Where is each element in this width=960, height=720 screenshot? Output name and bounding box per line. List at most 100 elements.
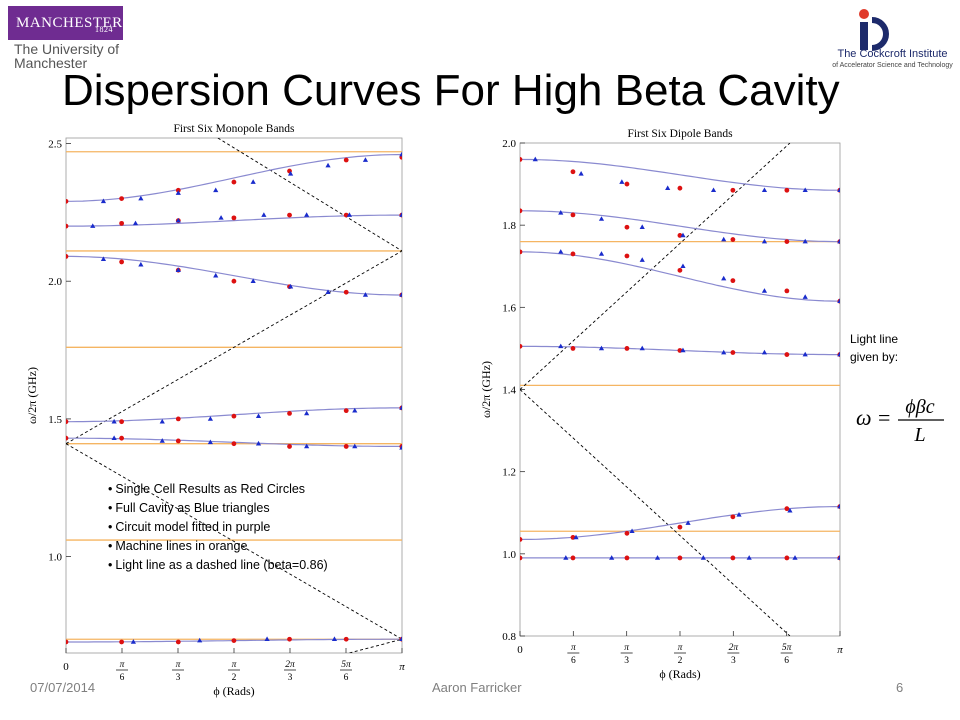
formula-denominator: L: [913, 424, 925, 446]
single-cell-point: [343, 289, 349, 295]
single-cell-point: [730, 555, 736, 561]
full-cavity-point: [218, 215, 224, 220]
full-cavity-point: [331, 636, 338, 642]
single-cell-point: [784, 506, 790, 512]
single-cell-point: [730, 187, 736, 193]
full-cavity-point: [558, 249, 564, 254]
legend-item-full-cavity: Full Cavity as Blue triangles: [108, 499, 328, 518]
legend-item-circuit-model: Circuit model fitted in purple: [108, 518, 328, 537]
single-cell-point: [520, 157, 523, 162]
single-cell-point: [66, 639, 69, 645]
x-tick-label-numerator: π: [120, 660, 125, 670]
y-tick-label: 1.6: [502, 302, 516, 314]
full-cavity-point: [399, 445, 402, 450]
full-cavity-point: [792, 555, 798, 560]
single-cell-point: [624, 224, 630, 230]
plot-area: [520, 143, 840, 636]
single-cell-point: [784, 352, 790, 357]
full-cavity-point: [213, 187, 219, 193]
full-cavity-point: [578, 171, 584, 176]
legend-item-light-line: Light line as a dashed line (beta=0.86): [108, 556, 327, 575]
single-cell-point: [119, 639, 125, 645]
cockcroft-logo-icon: [859, 9, 889, 51]
single-cell-point: [624, 181, 630, 187]
single-cell-point: [520, 343, 523, 349]
single-cell-point: [66, 435, 69, 441]
full-cavity-point: [111, 435, 117, 440]
light-line-formula: ω = ϕβc L: [856, 396, 944, 446]
full-cavity-point: [685, 520, 691, 525]
x-axis-label: ϕ (Rads): [213, 684, 254, 698]
y-tick-label: 1.8: [502, 220, 516, 232]
full-cavity-point: [138, 195, 144, 201]
full-cavity-point: [250, 278, 256, 284]
single-cell-point: [520, 208, 523, 214]
full-cavity-point: [362, 292, 369, 297]
light-line: [520, 389, 791, 636]
full-cavity-point: [837, 351, 840, 357]
full-cavity-point: [721, 275, 727, 281]
single-cell-point: [624, 555, 630, 561]
full-cavity-point: [837, 555, 840, 560]
full-cavity-point: [837, 238, 840, 244]
single-cell-point: [520, 555, 523, 561]
full-cavity-point: [563, 555, 569, 560]
single-cell-point: [784, 239, 790, 244]
full-cavity-point: [255, 440, 262, 446]
full-cavity-point: [90, 223, 96, 228]
full-cavity-point: [721, 236, 727, 242]
full-cavity-point: [619, 179, 625, 184]
single-cell-point: [624, 530, 630, 536]
logo-name: MANCHESTER: [16, 15, 123, 31]
full-cavity-point: [746, 555, 752, 560]
single-cell-point: [570, 346, 576, 351]
x-axis-label: ϕ (Rads): [659, 667, 700, 681]
x-tick-label-numerator: π: [624, 643, 629, 653]
full-cavity-point: [197, 637, 203, 643]
x-tick-label-numerator: 5π: [341, 660, 351, 670]
single-cell-point: [119, 196, 125, 201]
full-cavity-point: [304, 443, 310, 449]
single-cell-point: [287, 411, 292, 416]
x-tick-label-numerator: π: [678, 643, 683, 653]
full-cavity-point: [710, 187, 717, 193]
formula-equals: =: [878, 405, 890, 430]
x-tick-label-numerator: π: [232, 660, 237, 670]
x-tick-label-denominator: 6: [344, 673, 349, 683]
university-subtitle: The University of Manchester: [14, 41, 120, 71]
formula-lhs: ω: [856, 405, 872, 430]
full-cavity-point: [325, 162, 331, 168]
single-cell-point: [119, 220, 125, 226]
full-cavity-point: [304, 212, 310, 217]
x-tick-label-denominator: 3: [624, 656, 629, 666]
single-cell-point: [520, 249, 523, 255]
x-tick-label: π: [837, 644, 843, 656]
full-cavity-point: [680, 347, 686, 353]
y-axis-label: ω/2π (GHz): [25, 367, 39, 424]
x-tick-label-numerator: 2π: [729, 643, 739, 653]
full-cavity-point: [362, 157, 369, 162]
full-cavity-point: [639, 224, 645, 230]
cockcroft-subtitle: of Accelerator Science and Technology: [832, 62, 953, 69]
full-cavity-point: [138, 261, 144, 267]
full-cavity-point: [761, 288, 768, 293]
circuit-model-curve: [520, 506, 840, 541]
single-cell-point: [343, 636, 349, 642]
full-cavity-point: [761, 187, 768, 193]
single-cell-point: [119, 259, 125, 265]
footer-author: Aaron Farricker: [432, 680, 522, 695]
single-cell-point: [343, 444, 349, 449]
footer-page-number: 6: [896, 680, 904, 695]
full-cavity-point: [802, 187, 808, 193]
circuit-model-curve: [520, 251, 840, 302]
full-cavity-point: [598, 251, 605, 256]
formula-numerator: ϕβc: [905, 396, 934, 418]
single-cell-point: [677, 185, 683, 191]
full-cavity-point: [598, 345, 605, 351]
single-cell-point: [287, 212, 292, 218]
x-tick-label-denominator: 6: [571, 656, 576, 666]
full-cavity-point: [352, 443, 358, 449]
full-cavity-point: [325, 289, 331, 295]
single-cell-point: [231, 179, 237, 185]
full-cavity-point: [346, 212, 353, 217]
